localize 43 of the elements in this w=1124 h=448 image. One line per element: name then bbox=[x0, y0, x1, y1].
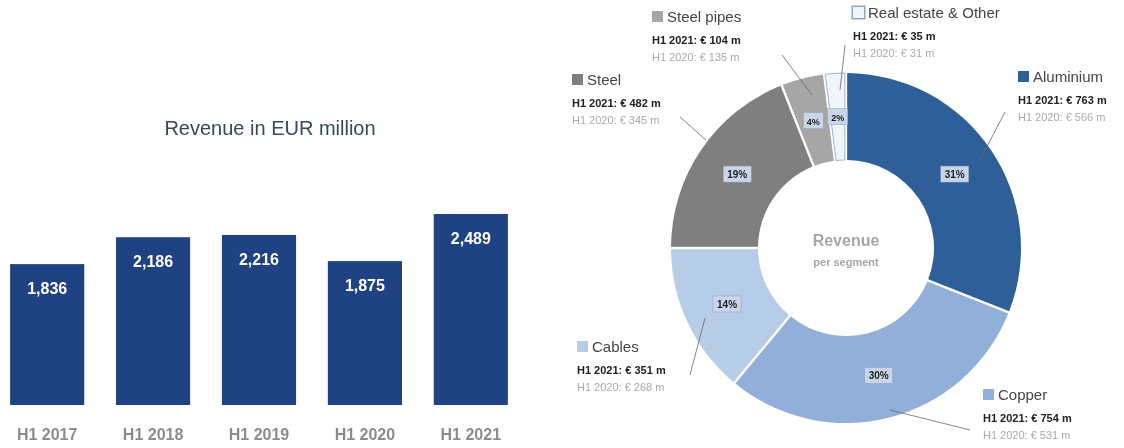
bar bbox=[116, 237, 191, 405]
data-label: 19% bbox=[727, 169, 748, 181]
text: H1 2021: € 35 m bbox=[853, 30, 936, 42]
chart-title: Revenue in EUR million bbox=[164, 117, 376, 139]
text: H1 2020: € 31 m bbox=[853, 47, 935, 59]
data-label: 31% bbox=[944, 169, 965, 181]
text: H1 2020: € 566 m bbox=[1018, 111, 1106, 123]
data-label: 4% bbox=[806, 116, 820, 127]
text: H1 2020: € 345 m bbox=[572, 114, 660, 126]
legend-label: Cables bbox=[592, 338, 639, 355]
legend-label: Real estate & Other bbox=[868, 4, 1000, 21]
text: Revenue bbox=[812, 232, 880, 249]
donut-slice bbox=[671, 249, 790, 383]
bar bbox=[10, 264, 85, 405]
x-tick-label: H1 2021 bbox=[440, 426, 502, 443]
legend-label: Copper bbox=[998, 386, 1048, 403]
text: H1 2021: € 482 m bbox=[572, 97, 661, 109]
x-tick-label: H1 2017 bbox=[16, 426, 78, 443]
x-tick-label: H1 2018 bbox=[122, 426, 184, 443]
data-label: 2% bbox=[831, 112, 845, 123]
data-label: 2,216 bbox=[238, 250, 280, 268]
data-label: 30% bbox=[868, 370, 889, 382]
data-label: 2,186 bbox=[133, 253, 174, 271]
legend-label: Steel pipes bbox=[667, 8, 742, 25]
legend-label: Steel bbox=[587, 71, 622, 88]
legend-label: Aluminium bbox=[1033, 68, 1104, 85]
data-label: 1,836 bbox=[27, 280, 68, 298]
text: H1 2020: € 268 m bbox=[577, 381, 665, 393]
x-tick-label: H1 2020 bbox=[334, 426, 396, 443]
text: H1 2021: € 754 m bbox=[983, 412, 1072, 424]
bar bbox=[433, 214, 508, 405]
bar bbox=[327, 261, 402, 405]
data-label: 2,489 bbox=[450, 230, 491, 247]
text: H1 2020: € 135 m bbox=[652, 51, 740, 63]
text: per segment bbox=[813, 256, 880, 268]
text: H1 2021: € 351 m bbox=[577, 364, 666, 376]
x-tick-label: H1 2019 bbox=[228, 426, 290, 443]
text: H1 2021: € 104 m bbox=[652, 34, 741, 46]
bar bbox=[221, 234, 297, 405]
data-label: 1,875 bbox=[344, 277, 386, 295]
text: H1 2020: € 531 m bbox=[983, 429, 1071, 441]
data-label: 14% bbox=[717, 298, 738, 310]
text: H1 2021: € 763 m bbox=[1018, 94, 1107, 106]
